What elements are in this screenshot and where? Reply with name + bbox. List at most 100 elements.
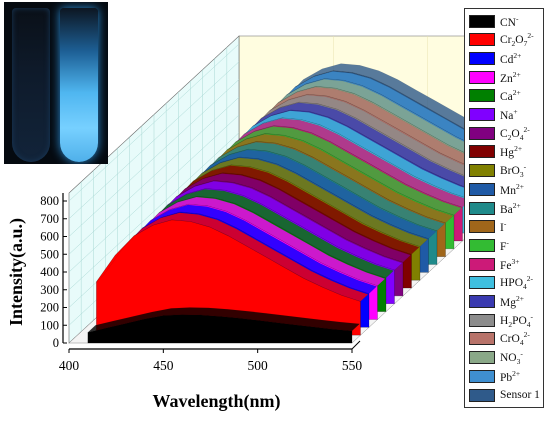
legend-swatch xyxy=(469,108,495,121)
legend-swatch xyxy=(469,164,495,178)
legend-swatch xyxy=(469,201,495,215)
legend-label: F- xyxy=(500,237,509,253)
series-top-CN- xyxy=(87,307,361,333)
legend-item: Sensor 1 xyxy=(469,387,540,403)
series-top-Cr2O72- xyxy=(96,212,369,302)
legend-label: BrO3- xyxy=(500,162,527,180)
legend-label: Mg2+ xyxy=(500,294,524,309)
side-grid-line xyxy=(68,132,240,290)
legend-item: Na+ xyxy=(469,107,518,123)
legend-item: HPO42- xyxy=(469,274,534,292)
legend-item: Cd2+ xyxy=(469,50,521,66)
y-axis-title: Intensity(a.u.) xyxy=(6,218,27,326)
side-grid-line xyxy=(68,114,240,273)
tube-dark xyxy=(12,8,50,162)
side-grid-line xyxy=(68,43,240,202)
legend-label: C2O42- xyxy=(500,124,530,142)
legend-swatch xyxy=(469,126,495,140)
legend-item: Pb2+ xyxy=(469,368,520,384)
series-top-Cd2+ xyxy=(104,204,377,294)
legend-item: Hg2+ xyxy=(469,144,522,160)
series-top-Ca2+ xyxy=(121,188,394,279)
legend-swatch xyxy=(469,238,495,252)
legend-item: CrO42- xyxy=(469,330,530,348)
series-top-Hg2+ xyxy=(147,165,420,255)
y-tick-label: 300 xyxy=(40,283,59,297)
series-top-Mn2+ xyxy=(164,149,437,239)
legend-swatch xyxy=(469,14,495,28)
legend-item: H2PO4- xyxy=(469,311,534,329)
legend-label: Mn2+ xyxy=(500,181,524,197)
legend-item: Mn2+ xyxy=(469,181,524,197)
legend-item: C2O42- xyxy=(469,124,530,142)
legend-swatch xyxy=(469,332,495,346)
legend-swatch xyxy=(469,257,495,271)
x-tick-label: 450 xyxy=(153,358,174,373)
legend-label: Ca2+ xyxy=(500,88,521,104)
tube-fluorescent xyxy=(60,8,98,162)
legend-label: H2PO4- xyxy=(500,311,534,329)
legend-item: Ca2+ xyxy=(469,88,521,104)
side-grid-line xyxy=(68,79,240,237)
legend-item: BrO3- xyxy=(469,162,527,180)
legend-swatch xyxy=(469,51,495,65)
series-top-Na+ xyxy=(130,181,403,271)
side-grid-line xyxy=(68,97,240,255)
legend-label: I- xyxy=(500,219,507,235)
legend-swatch xyxy=(469,33,495,47)
y-tick-label: 100 xyxy=(40,318,59,332)
legend-label: HPO42- xyxy=(500,274,534,292)
legend-label: Zn2+ xyxy=(500,69,521,85)
legend-item: CN- xyxy=(469,13,518,29)
legend-swatch xyxy=(469,388,495,402)
series-top-F- xyxy=(189,126,462,216)
legend-item: NO3- xyxy=(469,349,523,367)
legend-item: Zn2+ xyxy=(469,69,521,85)
legend-label: CrO42- xyxy=(500,330,530,348)
legend-item: Fe3+ xyxy=(469,256,519,272)
legend-swatch xyxy=(469,145,495,159)
legend-label: Ba2+ xyxy=(500,200,521,216)
legend-item: I- xyxy=(469,219,506,235)
legend-label: Sensor 1 xyxy=(500,389,540,401)
series-top-I- xyxy=(181,133,454,224)
legend-swatch xyxy=(469,295,495,308)
legend-swatch xyxy=(469,276,495,290)
series-top-Zn2+ xyxy=(113,196,386,286)
legend: CN- Cr2O72- Cd2+ Zn2+ Ca2+ Na+ C2O42- Hg2+ BrO3-… xyxy=(464,8,544,408)
legend-swatch xyxy=(469,313,495,327)
y-tick-label: 400 xyxy=(40,265,59,279)
y-tick-label: 0 xyxy=(53,336,59,350)
legend-swatch xyxy=(469,220,495,234)
x-tick-label: 500 xyxy=(248,358,269,373)
series-top-Ba2+ xyxy=(172,141,445,232)
legend-label: Cr2O72- xyxy=(500,31,534,49)
legend-swatch xyxy=(469,70,495,84)
legend-label: Hg2+ xyxy=(500,144,523,160)
legend-item: Ba2+ xyxy=(469,200,521,216)
side-grid-line xyxy=(68,61,240,219)
x-tick-label: 550 xyxy=(342,358,363,373)
legend-label: CN- xyxy=(500,13,519,29)
legend-item: Mg2+ xyxy=(469,294,524,310)
legend-swatch xyxy=(469,369,495,383)
x-tick-label: 400 xyxy=(59,358,80,373)
x-axis-title: Wavelength(nm) xyxy=(153,391,281,412)
legend-label: Pb2+ xyxy=(500,368,521,384)
legend-label: Na+ xyxy=(500,107,518,122)
y-tick-label: 800 xyxy=(40,194,59,208)
legend-item: F- xyxy=(469,237,509,253)
y-tick-label: 600 xyxy=(40,230,59,244)
legend-item: Cr2O72- xyxy=(469,31,534,49)
legend-label: Fe3+ xyxy=(500,256,520,272)
legend-label: NO3- xyxy=(500,349,523,367)
y-tick-label: 700 xyxy=(40,212,59,226)
legend-swatch xyxy=(469,351,495,365)
inset-photo xyxy=(4,2,108,164)
series-top-BrO3- xyxy=(155,157,428,247)
y-tick-label: 500 xyxy=(40,247,59,261)
x-axis-end xyxy=(351,340,361,350)
y-tick-label: 200 xyxy=(40,301,59,315)
